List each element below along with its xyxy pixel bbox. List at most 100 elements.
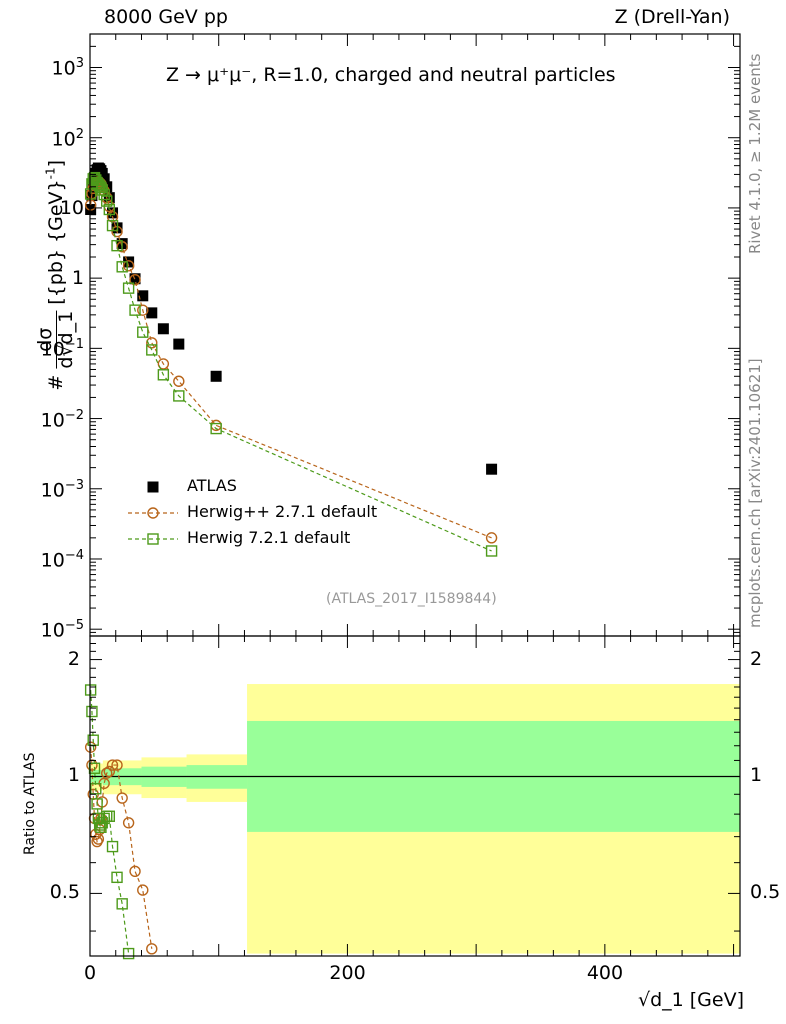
header-left: 8000 GeV pp bbox=[104, 6, 228, 28]
y-tick-label-ratio-right: 1 bbox=[750, 764, 763, 787]
herwig-2-7-1-default-ratio-point bbox=[111, 759, 123, 771]
herwig-7-2-1-default-point bbox=[95, 181, 107, 194]
y-tick-label-main: 10−5 bbox=[41, 618, 84, 641]
herwig-7-2-1-default-ratio-point bbox=[111, 871, 123, 884]
herwig-2-7-1-default-point bbox=[106, 210, 119, 223]
x-tick-label: 200 bbox=[329, 962, 366, 984]
chart-title: Z → μ⁺μ⁻, R=1.0, charged and neutral par… bbox=[166, 64, 616, 86]
x-tick-label: 400 bbox=[586, 962, 624, 984]
mcplots-label: mcplots.cern.ch [arXiv:2401.10621] bbox=[746, 358, 764, 628]
herwig-2-7-1-default-point bbox=[84, 199, 97, 211]
herwig-7-2-1-default-point bbox=[106, 219, 119, 232]
herwig-2-7-1-default-ratio-point bbox=[116, 792, 128, 804]
y-tick-label-main: 10−2 bbox=[41, 408, 84, 431]
y-tick-label-main: 10 bbox=[60, 197, 84, 219]
herwig-2-7-1-default-ratio-point bbox=[101, 767, 113, 779]
y-tick-label-main: 10−1 bbox=[41, 337, 84, 360]
legend-marker bbox=[147, 507, 159, 519]
atlas-point bbox=[137, 290, 149, 302]
ratio-uncertainty-bands bbox=[90, 684, 740, 954]
y-tick-base: 10 bbox=[40, 479, 65, 502]
herwig-2-7-1-default-ratio-point bbox=[146, 943, 158, 955]
atlas-point bbox=[486, 463, 498, 475]
y-tick-base: 10 bbox=[51, 128, 76, 151]
y-tick-base: 10 bbox=[51, 57, 76, 80]
y-tick-base: 10 bbox=[40, 338, 65, 361]
y-tick-label-ratio: 2 bbox=[67, 647, 80, 670]
y-tick-base: 10 bbox=[40, 619, 65, 642]
herwig-2-7-1-default-ratio-point bbox=[84, 741, 97, 753]
herwig-2-7-1-default-point bbox=[157, 358, 170, 370]
rivet-version-label: Rivet 4.1.0, ≥ 1.2M events bbox=[746, 53, 764, 255]
atlas-point bbox=[123, 256, 135, 268]
y-tick-exponent: 2 bbox=[75, 126, 84, 142]
axes-frames bbox=[89, 33, 741, 957]
legend-entry-herwig-7-2-1-default: Herwig 7.2.1 default bbox=[187, 528, 351, 547]
ratio-y-axis-label: Ratio to ATLAS bbox=[22, 752, 38, 855]
ylabel-exponent: -1 bbox=[43, 167, 58, 180]
y-tick-label-ratio-right: 0.5 bbox=[750, 881, 781, 904]
herwig-2-7-1-default-ratio-point bbox=[122, 817, 135, 829]
herwig-2-7-1-default-ratio-point bbox=[106, 759, 119, 771]
y-tick-base: 10 bbox=[40, 549, 65, 572]
atlas-point bbox=[157, 323, 169, 335]
herwig-7-2-1-default-point bbox=[129, 304, 141, 316]
herwig-2-7-1-default-point bbox=[485, 532, 498, 544]
herwig-7-2-1-default-point bbox=[122, 282, 135, 294]
y-tick-label-main: 10−4 bbox=[41, 548, 84, 571]
herwig-7-2-1-default-ratio-point bbox=[116, 898, 128, 910]
y-tick-label-ratio-right: 2 bbox=[750, 647, 763, 670]
legend-entry-herwig-2-7-1-default: Herwig++ 2.7.1 default bbox=[187, 502, 378, 521]
herwig-7-2-1-default-point bbox=[111, 239, 123, 252]
herwig-7-2-1-default-point bbox=[157, 369, 170, 381]
herwig-2-7-1-default-ratio-point bbox=[137, 884, 149, 896]
atlas-point bbox=[210, 370, 222, 382]
y-tick-label-ratio: 0.5 bbox=[49, 881, 80, 904]
x-axis-label: √d_1 [GeV] bbox=[637, 989, 744, 1011]
axis-ticks bbox=[89, 33, 740, 956]
herwig-7-2-1-default-point bbox=[98, 188, 110, 201]
atlas-point bbox=[107, 207, 119, 219]
herwig-7-2-1-default-line bbox=[90, 176, 492, 552]
herwig-7-2-1-default-ratio-point bbox=[122, 947, 135, 960]
header-right: Z (Drell-Yan) bbox=[614, 6, 730, 28]
legend-marker bbox=[147, 533, 159, 545]
atlas-point bbox=[98, 173, 110, 185]
ylabel-prefix: # bbox=[44, 374, 67, 391]
y-tick-exponent: 3 bbox=[75, 56, 84, 72]
herwig-7-2-1-default-point bbox=[116, 261, 128, 273]
ratio-frame bbox=[89, 635, 741, 957]
herwig-7-2-1-default-point bbox=[103, 203, 116, 216]
y-tick-base: 1 bbox=[71, 267, 84, 290]
y-tick-label-main: 1 bbox=[72, 267, 84, 289]
herwig-7-2-1-default-point bbox=[101, 195, 113, 207]
y-tick-label-ratio: 1 bbox=[67, 764, 80, 787]
herwig-7-2-1-default-ratio-point bbox=[87, 734, 99, 746]
y-tick-exponent: −2 bbox=[64, 407, 84, 423]
herwig-2-7-1-default-ratio-line bbox=[90, 747, 153, 949]
y-tick-label-main: 103 bbox=[52, 56, 84, 79]
y-tick-exponent: −1 bbox=[64, 337, 84, 353]
legend-entry-atlas: ATLAS bbox=[187, 476, 237, 495]
herwig-7-2-1-default-point bbox=[137, 326, 149, 338]
herwig-7-2-1-default-ratio-point bbox=[91, 798, 103, 810]
y-tick-exponent: −4 bbox=[64, 547, 84, 563]
herwig-2-7-1-default-point bbox=[173, 375, 185, 387]
herwig-2-7-1-default-point bbox=[122, 260, 135, 272]
ratio-series-layer bbox=[84, 684, 158, 960]
herwig-2-7-1-default-point bbox=[129, 273, 141, 286]
herwig-7-2-1-default-ratio-point bbox=[84, 684, 97, 696]
y-tick-label-main: 102 bbox=[52, 127, 84, 150]
herwig-2-7-1-default-ratio-point bbox=[129, 865, 141, 878]
herwig-2-7-1-default-point bbox=[137, 304, 149, 316]
herwig-7-2-1-default-ratio-point bbox=[106, 840, 119, 853]
y-tick-exponent: −3 bbox=[64, 477, 84, 493]
herwig-7-2-1-default-ratio-point bbox=[90, 783, 102, 795]
y-tick-base: 10 bbox=[59, 196, 84, 219]
herwig-7-2-1-default-point bbox=[485, 545, 498, 557]
x-tick-label: 0 bbox=[84, 962, 97, 984]
legend bbox=[128, 481, 178, 545]
atlas-point bbox=[146, 307, 158, 319]
herwig-7-2-1-default-point bbox=[210, 422, 222, 435]
